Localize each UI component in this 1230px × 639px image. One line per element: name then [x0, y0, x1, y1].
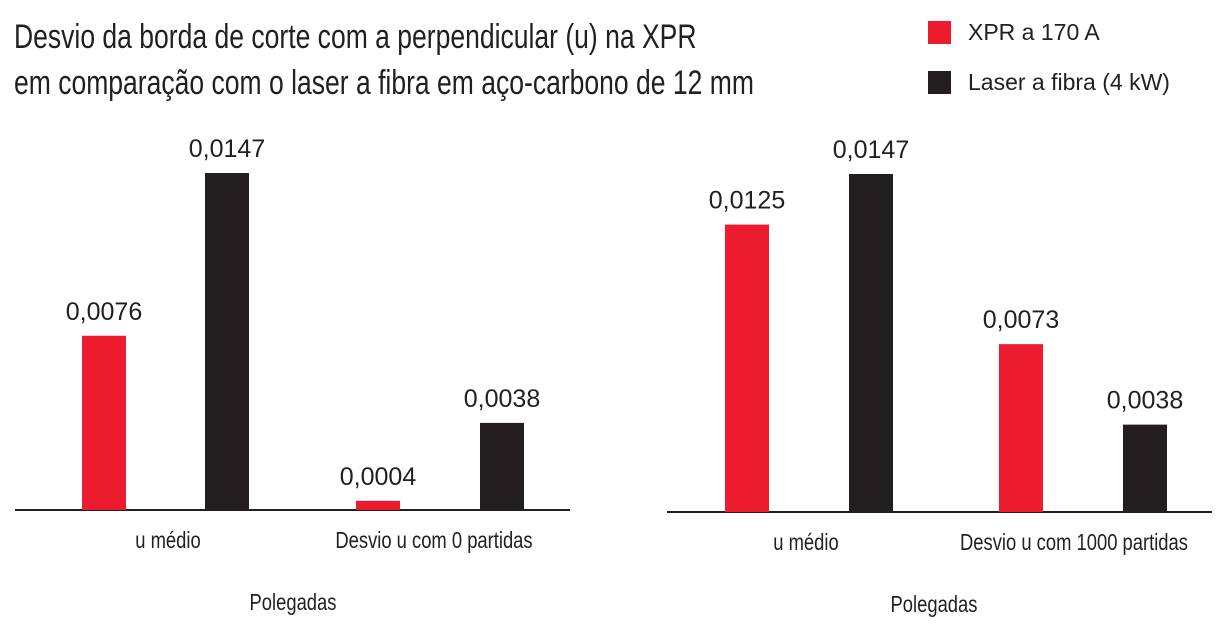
category-label-chart2-2: Desvio u com 1000 partidas [960, 530, 1188, 555]
data-label-chart2-xpr-2: 0,0073 [983, 306, 1059, 334]
bar-chart1-laser-1 [205, 173, 249, 510]
category-label-chart2-1: u médio [773, 530, 838, 555]
chart-title-line-2: em comparação com o laser a fibra em aço… [14, 64, 754, 102]
data-label-chart2-laser-2: 0,0038 [1107, 387, 1183, 415]
bar-chart1-xpr-2 [356, 500, 400, 510]
bar-chart2-laser-1 [849, 174, 893, 512]
chart-title-line-1: Desvio da borda de corte com a perpendic… [14, 18, 697, 56]
bar-chart1-xpr-1 [82, 335, 126, 510]
bar-chart2-xpr-2 [999, 344, 1043, 512]
data-label-chart1-xpr-1: 0,0076 [66, 298, 142, 326]
data-label-chart1-laser-1: 0,0147 [189, 135, 265, 163]
legend-item-laser: Laser a fibra (4 kW) [928, 60, 1170, 104]
legend-label-xpr: XPR a 170 A [968, 18, 1100, 45]
x-axis-unit-label-1: Polegadas [250, 590, 337, 615]
legend-item-xpr: XPR a 170 A [928, 10, 1170, 54]
data-label-chart2-laser-1: 0,0147 [833, 136, 909, 164]
legend-label-laser: Laser a fibra (4 kW) [968, 68, 1170, 95]
category-label-chart1-1: u médio [135, 528, 200, 553]
legend-swatch-xpr [928, 20, 951, 44]
data-label-chart1-laser-2: 0,0038 [464, 385, 540, 413]
data-label-chart2-xpr-1: 0,0125 [709, 187, 785, 215]
data-label-chart1-xpr-2: 0,0004 [340, 463, 417, 491]
category-label-chart1-2: Desvio u com 0 partidas [335, 528, 532, 553]
bar-chart2-xpr-1 [725, 224, 769, 513]
x-axis-unit-label-2: Polegadas [891, 592, 978, 617]
chart-title: Desvio da borda de corte com a perpendic… [14, 14, 754, 106]
legend: XPR a 170 A Laser a fibra (4 kW) [928, 4, 1170, 104]
legend-swatch-laser [928, 70, 951, 94]
bar-chart2-laser-2 [1123, 424, 1167, 512]
bar-chart1-laser-2 [480, 422, 524, 510]
